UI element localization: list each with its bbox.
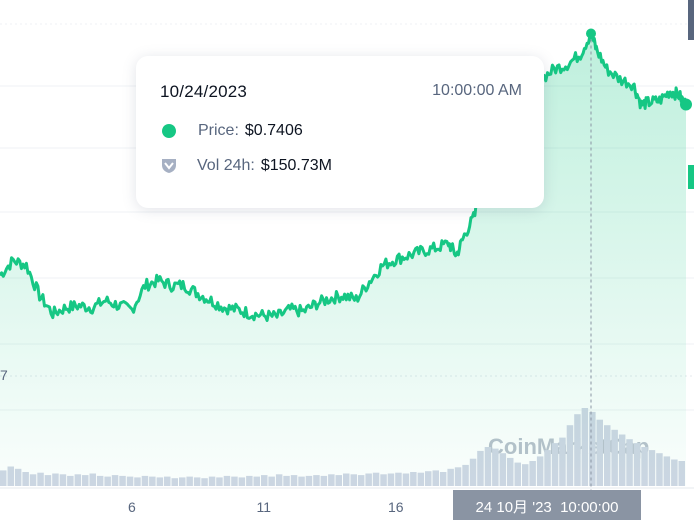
- tooltip-volume-row: Vol 24h: $150.73M: [160, 157, 332, 175]
- y-axis-label: 7: [0, 367, 8, 383]
- right-axis-marker: [688, 0, 694, 40]
- highlight-point: [586, 29, 596, 39]
- tooltip-price-row: Price: $0.7406: [160, 122, 303, 140]
- tooltip-time: 10:00:00 AM: [432, 82, 522, 100]
- crosshair-date-badge: 24 10月 '23 10:00:00: [453, 490, 641, 520]
- price-label: Price:: [198, 122, 239, 140]
- price-dot-icon: [162, 124, 176, 138]
- volume-value: $150.73M: [261, 157, 332, 175]
- volume-shield-icon: [160, 157, 178, 175]
- crosshair-date-text: 24 10月 '23 10:00:00: [453, 496, 641, 517]
- price-tooltip: 10/24/2023 10:00:00 AM Price: $0.7406 Vo…: [136, 56, 544, 208]
- tooltip-date: 10/24/2023: [160, 82, 247, 102]
- last-price-point: [680, 99, 692, 111]
- current-price-marker: [688, 165, 694, 189]
- x-tick-label: 11: [257, 499, 272, 515]
- x-tick-label: 16: [388, 499, 404, 515]
- price-value: $0.7406: [245, 122, 303, 140]
- x-axis-ticks: 6 11 16: [128, 499, 404, 515]
- volume-label: Vol 24h:: [197, 157, 255, 175]
- x-tick-label: 6: [128, 499, 136, 515]
